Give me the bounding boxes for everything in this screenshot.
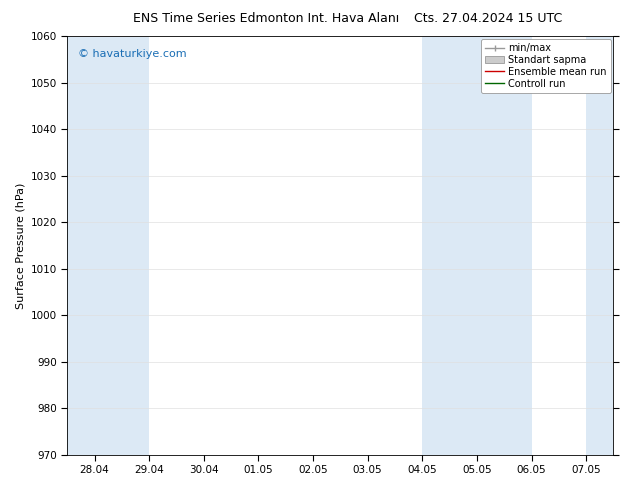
Bar [586, 36, 614, 455]
Y-axis label: Surface Pressure (hPa): Surface Pressure (hPa) [15, 182, 25, 309]
Text: Cts. 27.04.2024 15 UTC: Cts. 27.04.2024 15 UTC [414, 12, 562, 25]
Bar [422, 36, 531, 455]
Legend: min/max, Standart sapma, Ensemble mean run, Controll run: min/max, Standart sapma, Ensemble mean r… [481, 39, 611, 93]
Text: © havaturkiye.com: © havaturkiye.com [78, 49, 187, 59]
Bar [67, 36, 149, 455]
Text: ENS Time Series Edmonton Int. Hava Alanı: ENS Time Series Edmonton Int. Hava Alanı [133, 12, 399, 25]
